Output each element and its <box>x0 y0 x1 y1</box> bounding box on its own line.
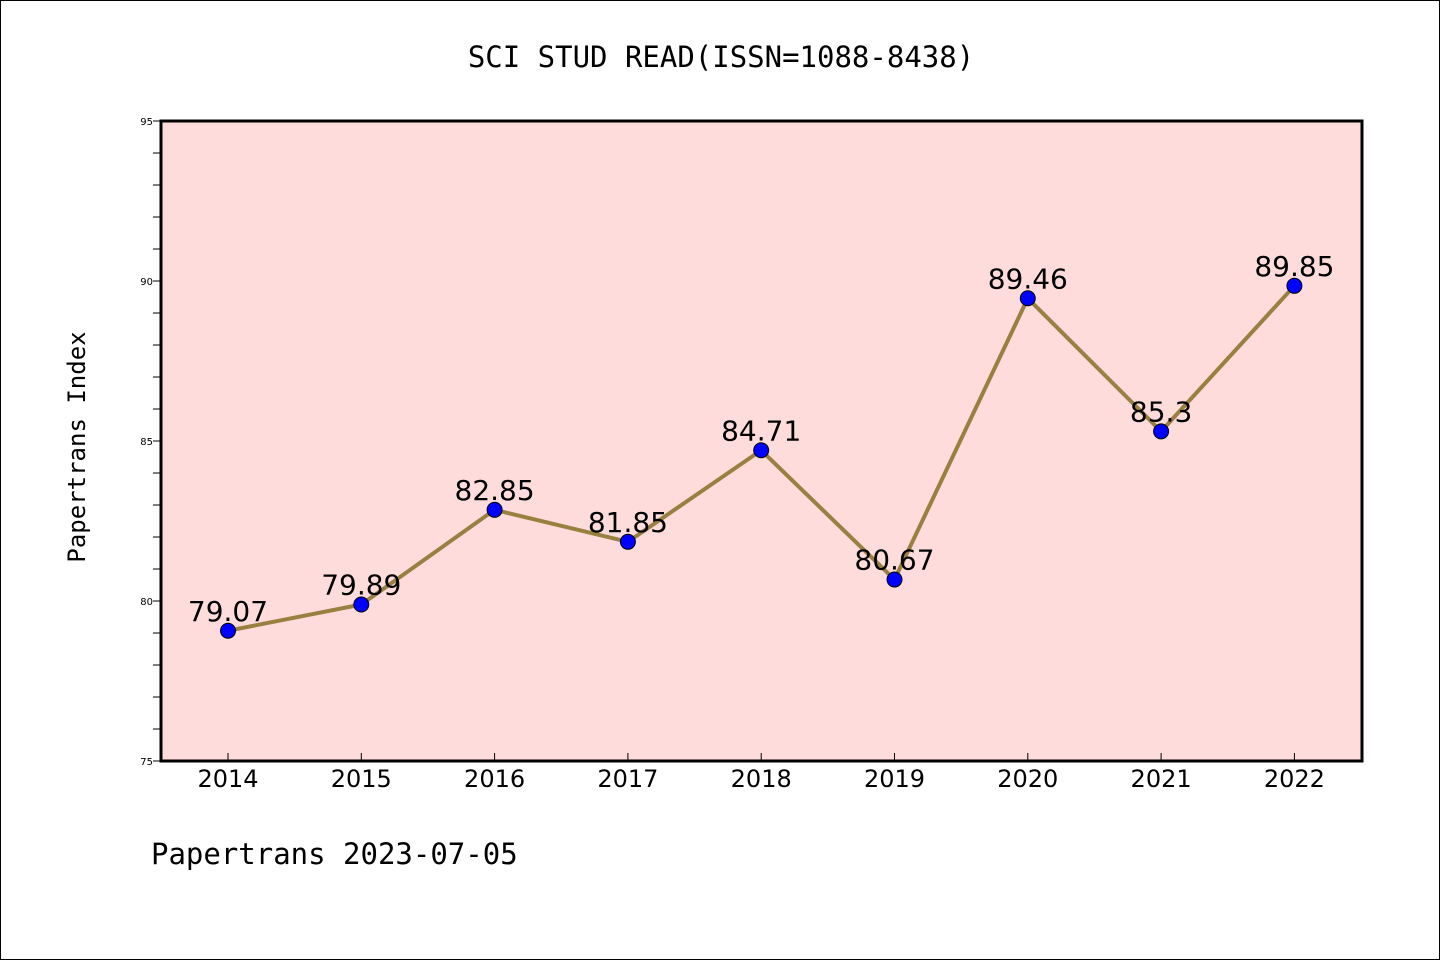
y-axis: 75 80 85 90 95 <box>140 117 161 768</box>
data-label: 82.85 <box>455 474 535 507</box>
x-tick-label: 2019 <box>864 765 925 793</box>
y-tick-label: 95 <box>140 117 153 128</box>
x-tick-label: 2014 <box>197 765 258 793</box>
x-tick-label: 2015 <box>331 765 392 793</box>
data-point <box>1019 290 1036 307</box>
data-point <box>353 596 370 613</box>
x-tick-label: 2017 <box>597 765 658 793</box>
series: 79.07 79.89 82.85 81.85 84.71 80.67 89.46 85.3 8… <box>188 250 1334 639</box>
x-axis: 2014 2015 2016 2017 2018 2019 2020 2021 2022 <box>197 753 1325 793</box>
data-point <box>619 533 636 550</box>
x-tick-label: 2016 <box>464 765 525 793</box>
data-label: 79.89 <box>321 569 401 602</box>
data-label: 89.85 <box>1254 250 1334 283</box>
data-label: 80.67 <box>854 544 934 577</box>
data-label: 85.3 <box>1130 395 1192 428</box>
x-tick-label: 2018 <box>731 765 792 793</box>
y-tick-label: 75 <box>140 757 153 768</box>
x-tick-label: 2020 <box>997 765 1058 793</box>
x-tick-label: 2022 <box>1264 765 1325 793</box>
y-axis-label: Papertrans Index <box>63 331 91 562</box>
chart-title: SCI STUD READ(ISSN=1088-8438) <box>468 40 974 74</box>
data-label: 79.07 <box>188 595 268 628</box>
data-point <box>753 442 770 459</box>
footer-text: Papertrans 2023-07-05 <box>151 837 518 871</box>
data-label: 84.71 <box>721 414 801 447</box>
data-point <box>486 501 503 518</box>
data-point <box>1153 423 1170 440</box>
y-tick-label: 80 <box>140 597 153 608</box>
data-point <box>886 571 903 588</box>
y-tick-label: 85 <box>140 437 153 448</box>
data-label: 89.46 <box>988 262 1068 295</box>
y-tick-label: 90 <box>140 277 153 288</box>
x-tick-label: 2021 <box>1131 765 1192 793</box>
plot-area <box>159 119 1364 763</box>
data-point <box>220 622 236 639</box>
data-label: 81.85 <box>588 506 668 539</box>
data-point <box>1286 277 1303 294</box>
